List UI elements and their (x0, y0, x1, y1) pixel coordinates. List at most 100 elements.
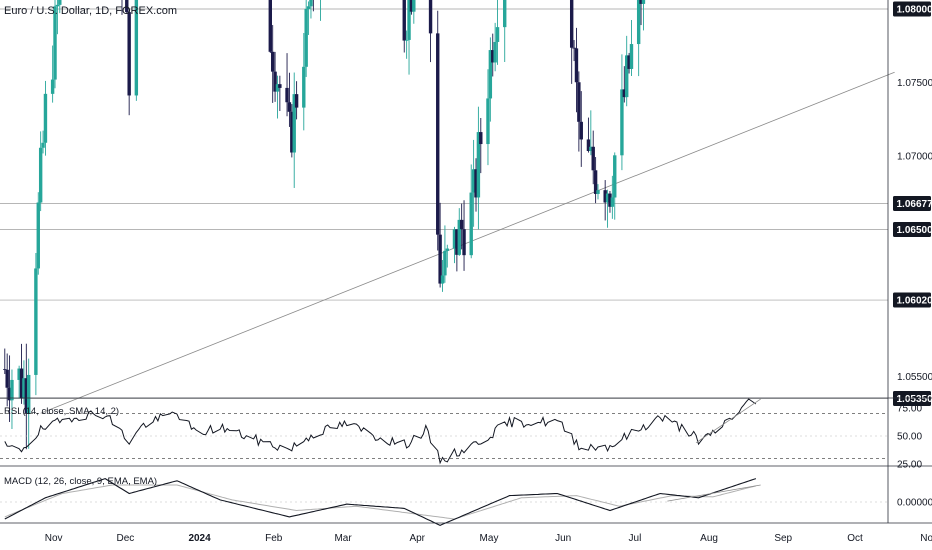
candle[interactable] (294, 81, 299, 120)
candle[interactable] (503, 0, 507, 62)
candle[interactable] (457, 208, 461, 256)
candle[interactable] (17, 365, 21, 399)
candle[interactable] (319, 0, 322, 21)
candle[interactable] (579, 91, 583, 167)
candle[interactable] (620, 54, 624, 171)
candle[interactable] (471, 139, 476, 227)
candle[interactable] (445, 244, 450, 268)
candle[interactable] (43, 80, 48, 156)
rsi-pane[interactable] (0, 398, 888, 465)
candle[interactable] (125, 0, 129, 14)
candle[interactable] (409, 0, 414, 15)
candle[interactable] (495, 0, 500, 65)
candle[interactable] (306, 1, 311, 35)
candle[interactable] (636, 0, 641, 77)
candle[interactable] (290, 104, 294, 158)
candle[interactable] (574, 27, 579, 113)
rsi-title: RSI (14, close, SMA, 14, 2) (4, 406, 119, 417)
rsi-trendline[interactable] (695, 398, 761, 444)
candle[interactable] (302, 32, 306, 131)
time-axis-label: Apr (409, 533, 425, 544)
candle[interactable] (436, 10, 440, 251)
candle[interactable] (273, 51, 277, 102)
candle[interactable] (309, 0, 313, 19)
candle[interactable] (639, 0, 643, 26)
candle[interactable] (404, 30, 409, 59)
candle[interactable] (608, 190, 612, 213)
candle[interactable] (278, 75, 282, 112)
candle[interactable] (569, 0, 574, 84)
candle[interactable] (27, 358, 31, 449)
candle[interactable] (603, 180, 607, 221)
candle[interactable] (452, 226, 457, 264)
candle[interactable] (407, 0, 411, 75)
candle[interactable] (438, 202, 442, 288)
candle[interactable] (304, 0, 308, 77)
candle[interactable] (593, 157, 598, 204)
trendline-1[interactable] (40, 71, 895, 414)
candle[interactable] (629, 19, 634, 77)
candle[interactable] (134, 0, 139, 101)
macd-tick-label: 0.00000 (897, 498, 932, 509)
candle[interactable] (459, 203, 464, 250)
price-axis[interactable]: 1.055001.070001.075001.127601.114481.114… (893, 0, 932, 509)
candle[interactable] (50, 45, 55, 103)
candle[interactable] (596, 184, 600, 200)
candle[interactable] (627, 52, 631, 74)
candle[interactable] (7, 355, 12, 422)
candle[interactable] (443, 225, 447, 283)
time-axis-label: Oct (847, 533, 863, 544)
candle[interactable] (412, 0, 416, 24)
candle[interactable] (476, 106, 481, 230)
candle[interactable] (36, 192, 40, 275)
candle[interactable] (455, 229, 459, 272)
candle[interactable] (127, 11, 131, 116)
candle[interactable] (287, 72, 292, 127)
candle[interactable] (270, 25, 275, 103)
candle[interactable] (486, 69, 490, 166)
candle[interactable] (613, 152, 617, 220)
price-pane[interactable] (0, 0, 895, 450)
candle[interactable] (605, 189, 610, 228)
candle[interactable] (275, 75, 280, 119)
candle[interactable] (38, 131, 43, 212)
candle[interactable] (55, 0, 60, 35)
candle[interactable] (610, 175, 615, 219)
candle[interactable] (491, 33, 495, 77)
candle[interactable] (41, 130, 45, 154)
candle[interactable] (34, 253, 38, 396)
candle[interactable] (285, 53, 289, 117)
time-axis[interactable]: Nov Dec 2024 Feb Mar Apr May Jun Jul Aug Sep Oct Nov… (45, 533, 932, 544)
candle[interactable] (474, 158, 478, 212)
candle[interactable] (22, 360, 26, 405)
candle[interactable] (428, 0, 433, 63)
candle[interactable] (577, 71, 581, 152)
macd-trendline[interactable] (667, 484, 761, 502)
candle[interactable] (493, 22, 497, 72)
candle[interactable] (58, 0, 62, 14)
candle[interactable] (622, 66, 627, 103)
macd-pane[interactable] (0, 477, 888, 527)
candle[interactable] (572, 40, 576, 62)
candle[interactable] (488, 37, 493, 122)
candle[interactable] (53, 0, 57, 89)
candle[interactable] (5, 353, 9, 407)
candle[interactable] (268, 0, 272, 53)
candle[interactable] (440, 259, 445, 292)
candle[interactable] (589, 110, 593, 156)
candle[interactable] (10, 369, 14, 430)
candle[interactable] (19, 343, 24, 404)
candle[interactable] (3, 348, 7, 375)
candle[interactable] (402, 0, 406, 53)
candle[interactable] (479, 117, 483, 174)
candle[interactable] (462, 200, 466, 271)
candle[interactable] (586, 117, 591, 153)
candle[interactable] (641, 0, 646, 31)
candle[interactable] (625, 35, 629, 107)
candle[interactable] (469, 164, 473, 259)
candle[interactable] (591, 130, 595, 185)
candle[interactable] (312, 0, 315, 12)
candle[interactable] (24, 343, 29, 450)
candle[interactable] (292, 72, 296, 188)
